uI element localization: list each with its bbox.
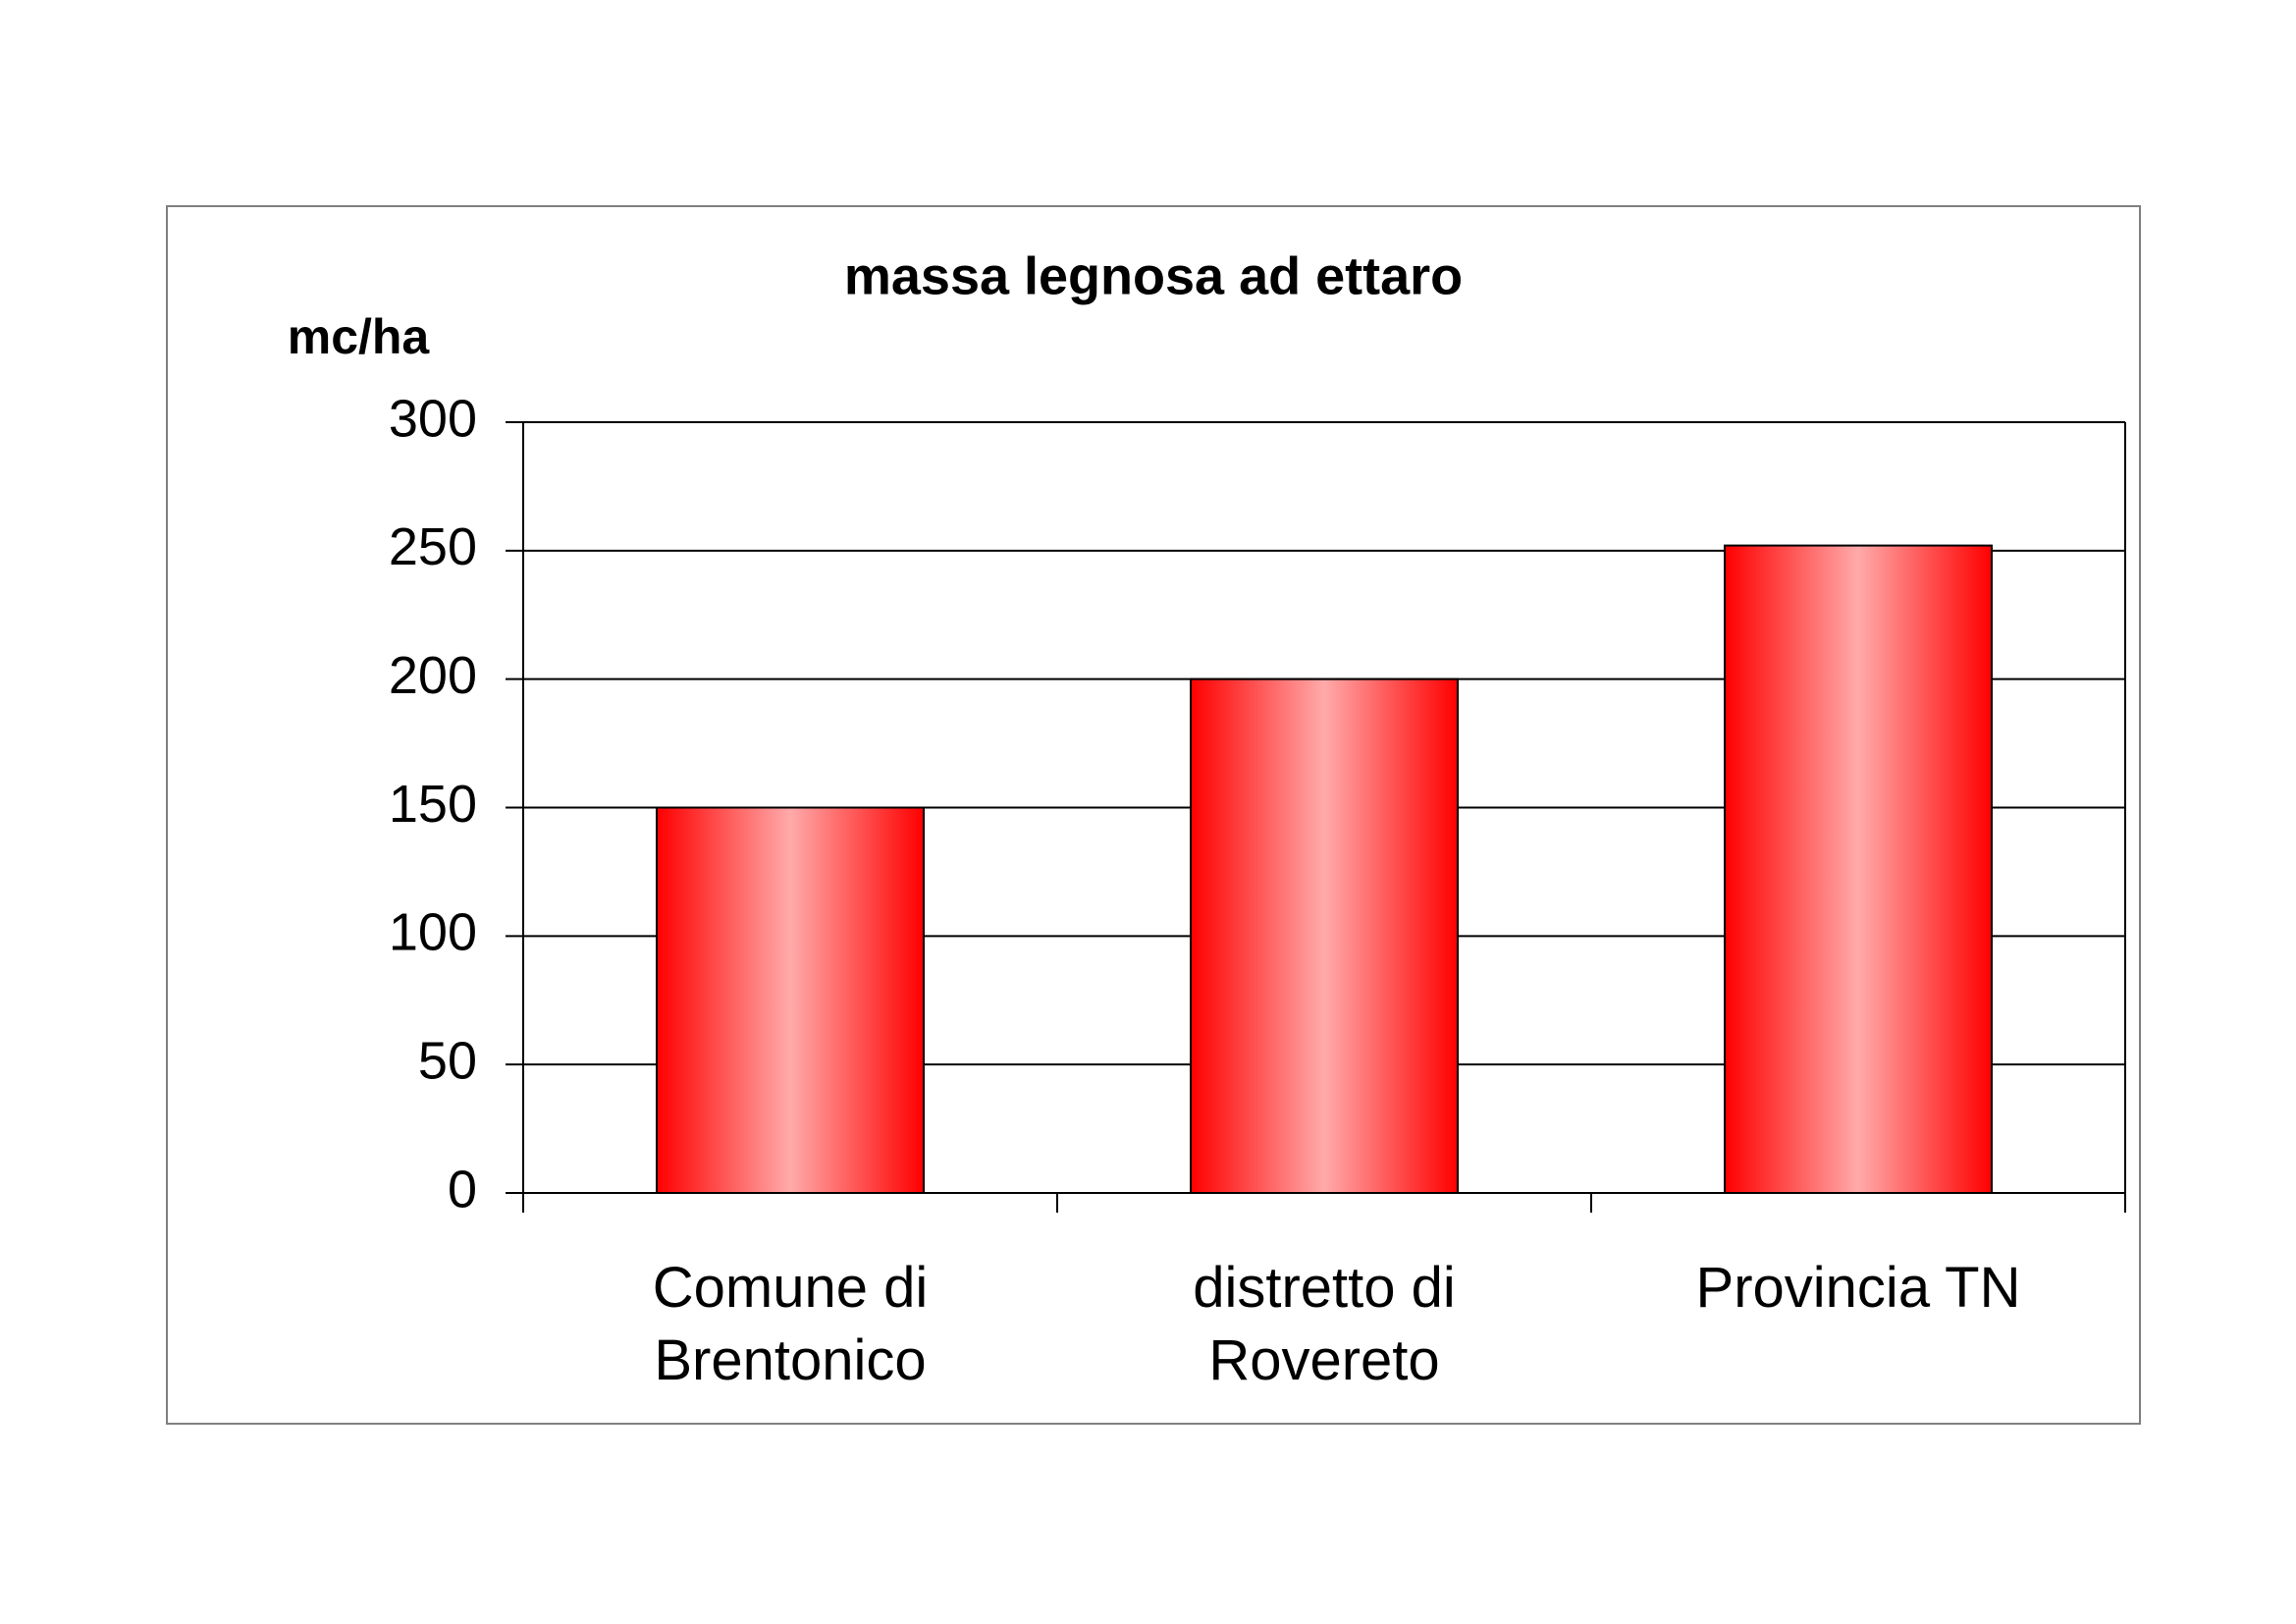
y-tick-label: 0 (448, 1160, 477, 1218)
y-tick-label: 150 (389, 775, 477, 834)
x-tick-label: distretto di Rovereto (1193, 1256, 1456, 1392)
y-axis-title: mc/ha (288, 309, 431, 364)
y-tick-label: 100 (389, 903, 477, 962)
bar (656, 806, 925, 1194)
bar (1724, 544, 1993, 1194)
x-tick-label: Provincia TN (1695, 1256, 2021, 1320)
bar (1190, 677, 1459, 1194)
y-tick-label: 50 (418, 1031, 477, 1090)
y-tick-label: 200 (389, 646, 477, 705)
chart-title: massa legnosa ad ettaro (844, 246, 1463, 305)
y-tick-label: 250 (389, 517, 477, 576)
x-tick-label: Comune di Brentonico (652, 1256, 929, 1392)
y-tick-label: 300 (389, 389, 477, 448)
